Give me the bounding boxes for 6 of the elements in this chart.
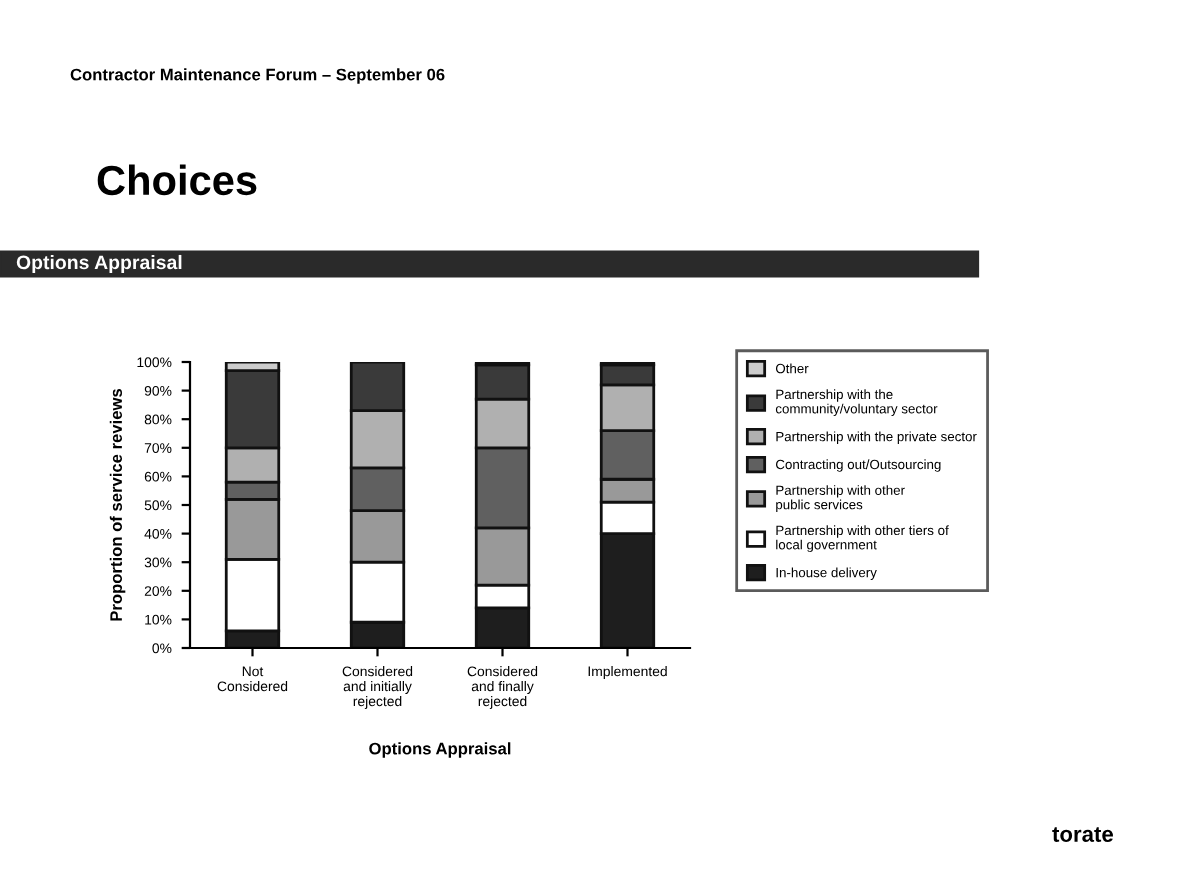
- text: Contractor Maintenance Forum – September 06: [70, 68, 445, 84]
- y-axis-title: Proportion of service reviews: [109, 388, 126, 621]
- chart-title: Choices: [97, 164, 257, 196]
- chart-subtitle: Options Appraisal: [16, 254, 182, 274]
- text: torate: [1052, 827, 1113, 842]
- x-axis-title: Options Appraisal: [369, 742, 511, 758]
